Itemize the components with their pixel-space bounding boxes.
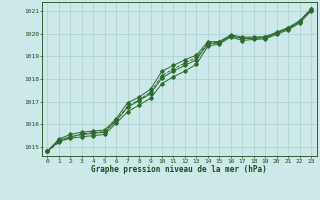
X-axis label: Graphe pression niveau de la mer (hPa): Graphe pression niveau de la mer (hPa) <box>91 165 267 174</box>
